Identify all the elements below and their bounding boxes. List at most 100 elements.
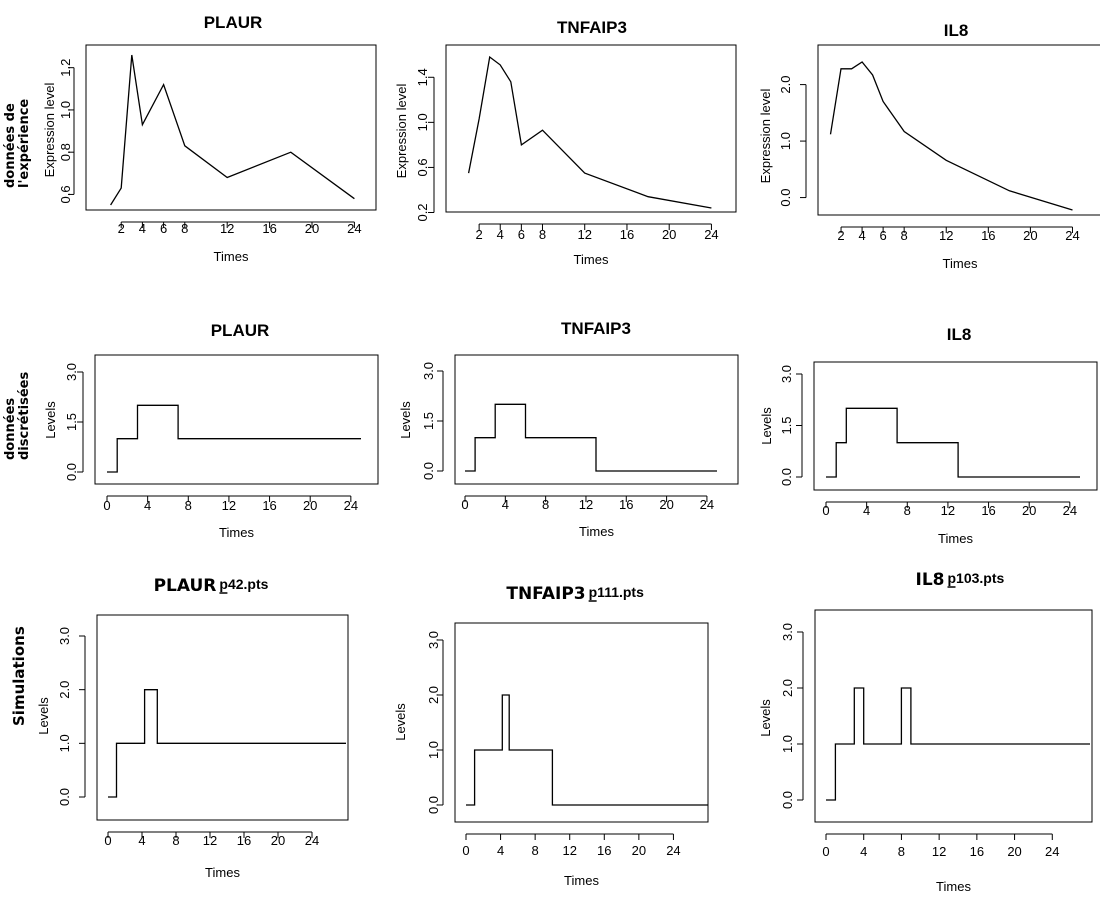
row-label-simulations: Simulations: [10, 626, 28, 726]
row-label-experiment: données de l'expérience: [3, 99, 32, 188]
x-tick-label: 16: [620, 227, 634, 242]
x-tick-label: 20: [1022, 503, 1036, 518]
x-tick-label: 16: [970, 844, 984, 859]
x-tick-label: 20: [662, 227, 676, 242]
plot-frame: [96, 614, 349, 821]
plot-frame: [813, 361, 1098, 491]
x-tick-label: 16: [237, 833, 251, 848]
chart-title-suffix: p111.pts: [589, 584, 644, 600]
y-tick-label: 2.0: [778, 76, 793, 94]
y-tick-label: 3.0: [421, 362, 436, 380]
y-tick-label: 0.0: [57, 788, 72, 806]
x-tick-label: 0: [822, 503, 829, 518]
chart-title: IL8: [944, 21, 969, 40]
y-tick-label: 0.0: [779, 468, 794, 486]
y-tick-label: 0.2: [415, 203, 430, 221]
x-tick-label: 0: [462, 843, 469, 858]
chart-title: PLAUR: [154, 576, 217, 596]
chart-title: PLAUR: [211, 321, 270, 340]
y-axis-label: Levels: [398, 401, 413, 439]
x-tick-label: 0: [103, 498, 110, 513]
panel-il8-discretized: 0 4 8 12 16 20 24 0.0 1.5 3.0 IL8 Times Levels: [759, 325, 1098, 546]
panel-plaur-simulation: 0 4 8 12 16 20 24 0.0 1.0 2.0 3.0 PLAUR p42.pts Times…: [36, 576, 349, 880]
y-tick-label: 2.0: [780, 679, 795, 697]
y-tick-label: 0.6: [415, 158, 430, 176]
y-axis-label: Levels: [36, 697, 51, 735]
plot-frame: [94, 354, 379, 485]
x-tick-label: 24: [344, 498, 358, 513]
row-label-discretized: données discrétisées: [3, 372, 32, 460]
y-tick-label: 1.0: [426, 741, 441, 759]
y-axis-label: Levels: [393, 703, 408, 741]
chart-title-suffix: p103.pts: [948, 570, 1005, 586]
x-axis-label: Times: [564, 873, 599, 888]
x-tick-label: 4: [139, 221, 146, 236]
x-tick-label: 12: [941, 503, 955, 518]
y-tick-label: 3.0: [780, 623, 795, 641]
x-tick-label: 24: [305, 833, 319, 848]
y-tick-label: 0.8: [58, 143, 73, 161]
y-tick-label: 0.0: [778, 189, 793, 207]
x-tick-label: 16: [262, 498, 276, 513]
x-tick-label: 12: [220, 221, 234, 236]
y-tick-label: 1.5: [421, 412, 436, 430]
panel-tnfaip3-simulation: 0 4 8 12 16 20 24 0.0 1.0 2.0 3.0 TNFAIP3 p111.pts Ti…: [393, 584, 709, 888]
y-axis-label: Levels: [759, 407, 774, 445]
x-tick-label: 8: [904, 503, 911, 518]
y-axis-label: Expression level: [394, 84, 409, 179]
row-label-discretized-line1: données: [3, 398, 18, 460]
series-line: [465, 403, 717, 472]
plot-frame: [454, 622, 709, 823]
chart-title: IL8: [916, 570, 945, 590]
y-tick-label: 0.0: [780, 791, 795, 809]
panel-tnfaip3-discretized: 0 4 8 12 16 20 24 0.0 1.5 3.0 TNFAIP3 Times Levels: [398, 319, 739, 539]
x-tick-label: 16: [619, 497, 633, 512]
x-tick-label: 20: [632, 843, 646, 858]
y-tick-label: 1.0: [780, 735, 795, 753]
series-line: [110, 54, 355, 206]
y-tick-label: 3.0: [57, 627, 72, 645]
y-tick-label: 1.2: [58, 59, 73, 77]
y-axis-label: Expression level: [42, 83, 57, 178]
y-axis-label: Levels: [758, 699, 773, 737]
x-tick-label: 2: [837, 228, 844, 243]
x-tick-label: 20: [1007, 844, 1021, 859]
x-tick-label: 2: [476, 227, 483, 242]
x-tick-label: 4: [858, 228, 865, 243]
x-tick-label: 8: [901, 228, 908, 243]
x-tick-label: 8: [542, 497, 549, 512]
y-tick-label: 1.0: [57, 734, 72, 752]
y-tick-label: 0.0: [426, 796, 441, 814]
x-axis-label: Times: [936, 879, 971, 894]
y-tick-label: 2.0: [426, 686, 441, 704]
x-tick-label: 24: [1045, 844, 1059, 859]
x-tick-label: 12: [562, 843, 576, 858]
x-tick-label: 24: [347, 221, 361, 236]
x-tick-label: 12: [579, 497, 593, 512]
x-tick-label: 4: [144, 498, 151, 513]
chart-title: PLAUR: [204, 13, 263, 32]
row-label-simulations-line1: Simulations: [10, 626, 28, 726]
x-axis-label: Times: [219, 525, 254, 540]
row-label-experiment-line1: données de: [3, 103, 18, 188]
y-tick-label: 2.0: [57, 681, 72, 699]
series-line: [108, 689, 346, 798]
chart-title: TNFAIP3: [561, 319, 631, 338]
x-tick-label: 0: [822, 844, 829, 859]
x-tick-label: 12: [222, 498, 236, 513]
y-tick-label: 0.0: [421, 462, 436, 480]
x-tick-label: 16: [981, 503, 995, 518]
y-tick-label: 0.0: [64, 463, 79, 481]
panel-il8-simulation: 0 4 8 12 16 20 24 0.0 1.0 2.0 3.0 IL8 p103.pts Times L…: [758, 570, 1093, 894]
series-line: [466, 694, 708, 806]
plot-frame: [454, 354, 739, 485]
series-line: [107, 404, 361, 473]
series-line: [467, 55, 712, 209]
y-tick-label: 1.0: [58, 101, 73, 119]
x-tick-label: 24: [700, 497, 714, 512]
panels: 2 4 6 8 12 16 20 240.60.81.01.2PLAURTimesExpres…: [36, 13, 1100, 894]
x-tick-label: 4: [863, 503, 870, 518]
x-tick-label: 24: [666, 843, 680, 858]
series-line: [826, 687, 1090, 801]
x-tick-label: 24: [704, 227, 718, 242]
